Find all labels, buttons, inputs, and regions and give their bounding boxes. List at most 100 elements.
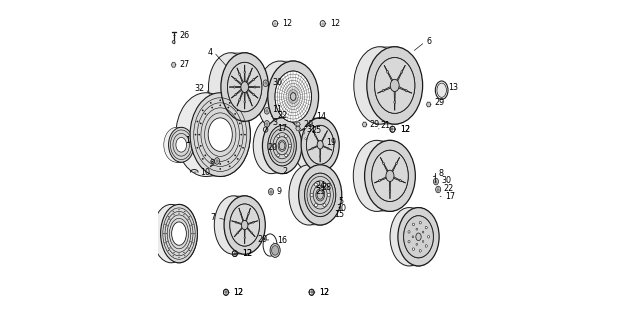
Ellipse shape	[314, 204, 318, 207]
Ellipse shape	[239, 99, 240, 101]
Ellipse shape	[263, 234, 277, 256]
Ellipse shape	[253, 93, 254, 96]
Ellipse shape	[323, 204, 326, 207]
Ellipse shape	[176, 138, 186, 152]
Ellipse shape	[437, 83, 446, 97]
Ellipse shape	[365, 47, 416, 124]
Ellipse shape	[395, 208, 433, 266]
Text: 17: 17	[277, 124, 287, 133]
Ellipse shape	[249, 73, 250, 75]
Ellipse shape	[314, 132, 316, 134]
Text: 25: 25	[311, 126, 321, 135]
Ellipse shape	[235, 113, 236, 115]
Ellipse shape	[244, 101, 245, 103]
Ellipse shape	[190, 93, 250, 177]
Ellipse shape	[305, 173, 336, 217]
Ellipse shape	[235, 78, 236, 81]
Ellipse shape	[230, 204, 259, 246]
Ellipse shape	[306, 125, 334, 164]
Ellipse shape	[244, 134, 246, 135]
Ellipse shape	[172, 222, 186, 245]
Ellipse shape	[153, 204, 190, 263]
Ellipse shape	[165, 233, 167, 234]
Ellipse shape	[192, 242, 193, 243]
Ellipse shape	[413, 223, 415, 226]
Ellipse shape	[178, 93, 238, 177]
Ellipse shape	[375, 58, 415, 113]
Ellipse shape	[235, 155, 236, 156]
Ellipse shape	[244, 237, 245, 239]
Ellipse shape	[427, 236, 430, 238]
Ellipse shape	[226, 196, 264, 254]
Ellipse shape	[408, 231, 410, 233]
Ellipse shape	[184, 93, 244, 177]
Text: 12: 12	[282, 19, 292, 28]
Text: 21: 21	[380, 121, 391, 130]
Ellipse shape	[264, 121, 269, 127]
Ellipse shape	[160, 204, 197, 263]
Ellipse shape	[230, 204, 259, 246]
Text: 5: 5	[338, 197, 343, 206]
Ellipse shape	[195, 134, 197, 135]
Ellipse shape	[394, 101, 396, 103]
Ellipse shape	[277, 135, 280, 138]
Text: 15: 15	[335, 210, 344, 219]
Ellipse shape	[383, 162, 384, 164]
Text: 23: 23	[316, 187, 326, 196]
Ellipse shape	[367, 47, 418, 124]
Ellipse shape	[209, 53, 252, 121]
Ellipse shape	[184, 211, 185, 212]
Ellipse shape	[186, 93, 246, 177]
Ellipse shape	[242, 220, 248, 230]
Ellipse shape	[219, 168, 221, 170]
Ellipse shape	[239, 145, 241, 147]
Ellipse shape	[363, 47, 414, 124]
Ellipse shape	[221, 196, 259, 254]
Ellipse shape	[285, 135, 287, 138]
Ellipse shape	[229, 165, 231, 167]
Text: 27: 27	[179, 60, 190, 69]
Ellipse shape	[317, 140, 323, 149]
Ellipse shape	[192, 224, 193, 225]
Ellipse shape	[288, 144, 291, 147]
Ellipse shape	[183, 214, 184, 215]
Ellipse shape	[422, 241, 424, 243]
Ellipse shape	[277, 154, 280, 157]
Ellipse shape	[180, 93, 240, 177]
Ellipse shape	[268, 61, 319, 132]
Ellipse shape	[217, 196, 254, 254]
Ellipse shape	[289, 165, 328, 225]
Ellipse shape	[237, 109, 238, 111]
Ellipse shape	[240, 134, 242, 135]
Ellipse shape	[219, 104, 221, 106]
Text: 31: 31	[306, 125, 316, 134]
Ellipse shape	[360, 140, 406, 212]
Text: 9: 9	[276, 187, 281, 196]
Ellipse shape	[182, 93, 242, 177]
Text: 17: 17	[445, 192, 455, 201]
Ellipse shape	[389, 190, 391, 192]
Ellipse shape	[306, 125, 334, 164]
Ellipse shape	[219, 100, 221, 101]
Ellipse shape	[239, 73, 240, 75]
Text: 30: 30	[272, 78, 282, 87]
Ellipse shape	[305, 126, 314, 140]
Ellipse shape	[365, 140, 415, 212]
Text: 12: 12	[242, 249, 252, 258]
Ellipse shape	[164, 127, 189, 162]
Ellipse shape	[259, 61, 306, 132]
Ellipse shape	[170, 127, 190, 162]
Ellipse shape	[189, 250, 190, 251]
Ellipse shape	[354, 47, 405, 124]
Ellipse shape	[309, 140, 311, 142]
Text: 12: 12	[233, 288, 243, 297]
Ellipse shape	[208, 118, 232, 151]
Ellipse shape	[223, 196, 261, 254]
Ellipse shape	[327, 148, 328, 149]
Ellipse shape	[228, 107, 229, 108]
Ellipse shape	[264, 118, 301, 174]
Ellipse shape	[436, 81, 448, 100]
Ellipse shape	[211, 107, 213, 108]
Ellipse shape	[228, 62, 262, 112]
Text: 29: 29	[434, 99, 444, 108]
